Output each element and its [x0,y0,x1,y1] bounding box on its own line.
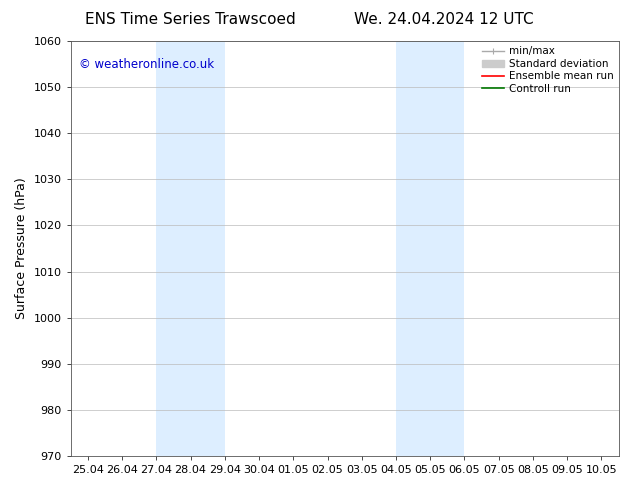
Legend: min/max, Standard deviation, Ensemble mean run, Controll run: min/max, Standard deviation, Ensemble me… [479,44,616,96]
Text: © weatheronline.co.uk: © weatheronline.co.uk [79,58,214,71]
Bar [396,41,465,456]
Bar [157,41,225,456]
Text: ENS Time Series Trawscoed: ENS Time Series Trawscoed [85,12,295,27]
Y-axis label: Surface Pressure (hPa): Surface Pressure (hPa) [15,178,28,319]
Text: We. 24.04.2024 12 UTC: We. 24.04.2024 12 UTC [354,12,534,27]
